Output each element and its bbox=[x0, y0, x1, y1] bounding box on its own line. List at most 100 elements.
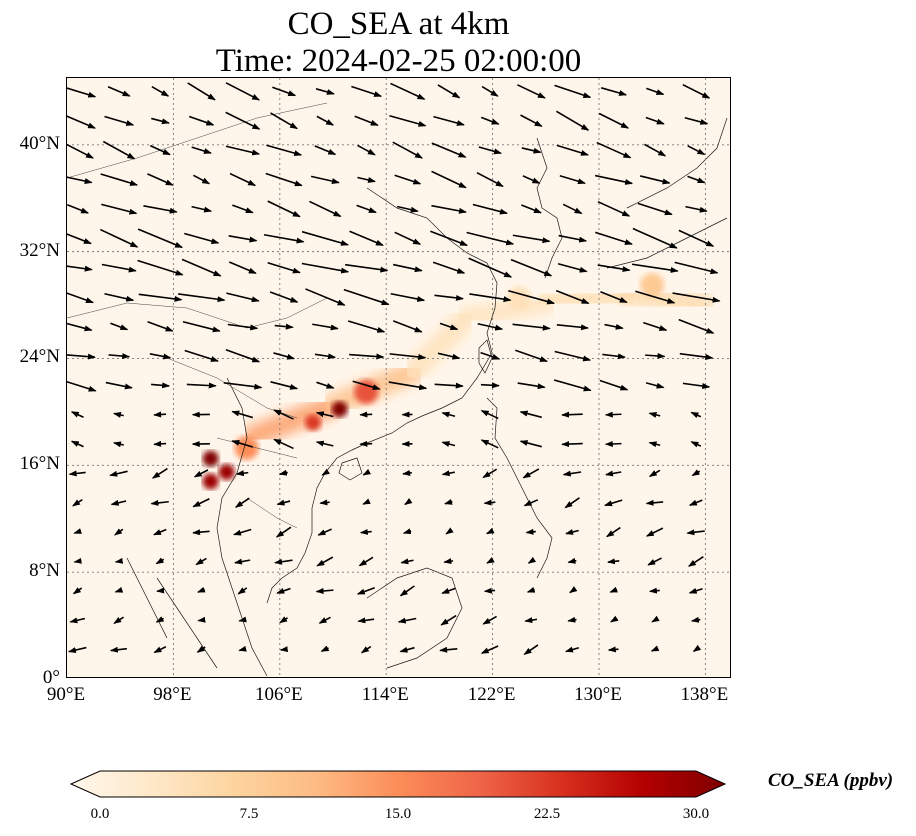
wind-arrow bbox=[439, 646, 458, 653]
wind-arrow bbox=[569, 586, 578, 594]
wind-arrow bbox=[607, 646, 619, 653]
wind-arrow bbox=[515, 349, 548, 363]
wind-arrow bbox=[637, 202, 673, 216]
wind-arrow bbox=[564, 497, 580, 509]
wind-arrow bbox=[315, 88, 335, 95]
wind-arrow bbox=[556, 144, 589, 156]
coastline-philippines bbox=[486, 397, 553, 579]
wind-arrow bbox=[234, 558, 251, 565]
wind-arrow bbox=[595, 231, 633, 245]
wind-arrow bbox=[602, 353, 626, 360]
wind-arrow bbox=[317, 528, 332, 536]
wind-arrow bbox=[229, 172, 257, 187]
wind-arrow bbox=[188, 115, 215, 126]
wind-arrow bbox=[562, 470, 582, 477]
wind-arrow bbox=[679, 352, 714, 361]
wind-arrow bbox=[483, 587, 496, 594]
wind-arrow bbox=[68, 470, 86, 477]
wind-arrow bbox=[517, 84, 546, 99]
wind-arrow bbox=[237, 587, 248, 595]
wind-arrow bbox=[265, 172, 303, 187]
wind-arrow bbox=[434, 382, 464, 389]
wind-arrow bbox=[153, 411, 167, 418]
wind-arrow bbox=[143, 204, 178, 214]
wind-arrow bbox=[113, 616, 125, 624]
wind-arrow bbox=[685, 205, 708, 213]
wind-arrow bbox=[184, 349, 219, 362]
wind-arrow bbox=[67, 233, 92, 245]
x-tick-label: 106°E bbox=[254, 684, 303, 705]
wind-arrow bbox=[480, 645, 499, 654]
wind-arrow bbox=[440, 614, 457, 626]
wind-arrow bbox=[466, 231, 515, 246]
wind-arrow bbox=[519, 440, 542, 448]
wind-arrow bbox=[690, 411, 702, 419]
wind-arrow bbox=[445, 527, 454, 535]
coastline-east-asia bbox=[266, 187, 498, 604]
wind-arrow bbox=[187, 82, 216, 101]
wind-arrow bbox=[478, 146, 502, 155]
wind-arrow bbox=[635, 290, 676, 304]
wind-arrow bbox=[315, 587, 334, 594]
colorbar-tick-label: 0.0 bbox=[90, 806, 110, 822]
wind-arrow bbox=[520, 114, 543, 128]
wind-arrow bbox=[600, 290, 628, 304]
wind-arrow bbox=[155, 616, 165, 623]
wind-arrow bbox=[486, 527, 495, 535]
wind-arrow bbox=[99, 228, 139, 248]
wind-arrow bbox=[648, 469, 661, 478]
wind-arrow bbox=[67, 143, 94, 159]
wind-arrow bbox=[604, 440, 622, 447]
wind-arrow bbox=[604, 499, 623, 507]
coastlines bbox=[67, 102, 728, 677]
wind-arrow bbox=[523, 644, 539, 655]
wind-arrow bbox=[555, 289, 590, 305]
wind-arrow bbox=[565, 646, 580, 653]
wind-arrow bbox=[522, 468, 540, 479]
wind-arrow bbox=[359, 411, 373, 418]
wind-arrow bbox=[270, 381, 299, 390]
wind-arrow bbox=[192, 498, 210, 508]
wind-arrow bbox=[648, 441, 661, 448]
wind-arrow bbox=[632, 227, 678, 249]
wind-arrow bbox=[402, 528, 412, 535]
wind-arrow bbox=[561, 411, 583, 418]
wind-arrow bbox=[151, 85, 170, 97]
wind-arrow bbox=[682, 83, 711, 99]
wind-arrow bbox=[347, 320, 386, 333]
wind-arrow bbox=[510, 258, 553, 277]
wind-arrow bbox=[181, 258, 222, 277]
wind-arrow bbox=[232, 528, 252, 536]
wind-arrow bbox=[399, 646, 415, 653]
coastline-japan bbox=[606, 117, 728, 269]
x-tick-label: 130°E bbox=[574, 684, 622, 705]
wind-arrow bbox=[359, 440, 373, 447]
wind-arrow bbox=[392, 141, 424, 159]
wind-arrow bbox=[690, 441, 702, 448]
y-tick-label: 24°N bbox=[19, 346, 60, 368]
wind-arrow bbox=[480, 409, 499, 420]
wind-arrow bbox=[362, 498, 371, 505]
co-hotspot bbox=[305, 414, 322, 431]
wind-arrow bbox=[393, 263, 423, 273]
wind-arrow bbox=[441, 587, 456, 595]
wind-arrow bbox=[640, 175, 671, 185]
wind-arrow bbox=[114, 528, 124, 536]
wind-arrow bbox=[404, 497, 413, 506]
wind-arrow bbox=[594, 174, 634, 185]
coastline-taiwan bbox=[478, 339, 493, 374]
wind-arrow bbox=[559, 174, 586, 185]
wind-arrow bbox=[238, 645, 247, 652]
plume-segment bbox=[242, 394, 344, 447]
wind-arrow bbox=[648, 412, 661, 418]
wind-arrow bbox=[687, 556, 704, 567]
wind-arrow bbox=[151, 382, 171, 389]
wind-arrow bbox=[105, 381, 133, 390]
wind-arrow bbox=[512, 234, 551, 244]
wind-arrow bbox=[73, 557, 82, 564]
colorbar-tick-label: 30.0 bbox=[682, 806, 710, 822]
wind-arrow bbox=[690, 616, 701, 623]
wind-arrow bbox=[646, 87, 665, 96]
wind-arrow bbox=[645, 499, 664, 506]
plume-segment bbox=[534, 283, 637, 314]
